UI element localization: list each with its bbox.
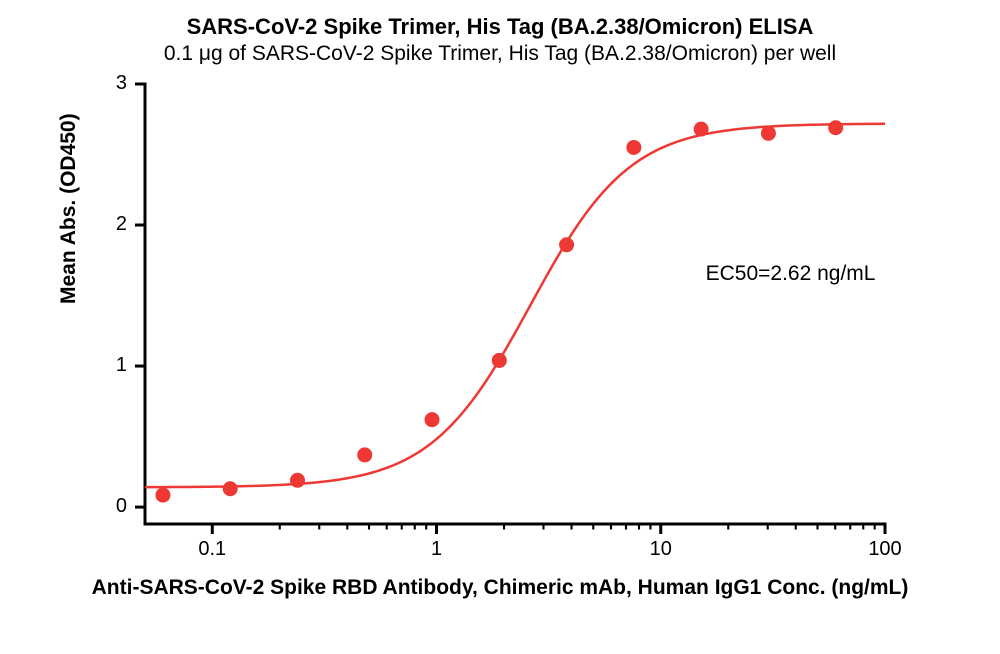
- y-tick-label: 0: [116, 495, 127, 518]
- x-tick-label: 10: [650, 538, 672, 561]
- title-block: SARS-CoV-2 Spike Trimer, His Tag (BA.2.3…: [0, 14, 1000, 66]
- x-tick-label: 100: [868, 538, 901, 561]
- y-tick-label: 1: [116, 354, 127, 377]
- chart-title-main: SARS-CoV-2 Spike Trimer, His Tag (BA.2.3…: [0, 14, 1000, 40]
- y-tick-label: 3: [116, 72, 127, 95]
- chart-title-sub: 0.1 μg of SARS-CoV-2 Spike Trimer, His T…: [0, 42, 1000, 66]
- x-axis-label: Anti-SARS-CoV-2 Spike RBD Antibody, Chim…: [0, 576, 1000, 600]
- x-tick-label: 0.1: [198, 538, 226, 561]
- elisa-chart: SARS-CoV-2 Spike Trimer, His Tag (BA.2.3…: [0, 0, 1000, 654]
- ec50-annotation: EC50=2.62 ng/mL: [706, 262, 876, 286]
- y-tick-label: 2: [116, 213, 127, 236]
- plot-area: [125, 64, 905, 544]
- x-tick-label: 1: [431, 538, 442, 561]
